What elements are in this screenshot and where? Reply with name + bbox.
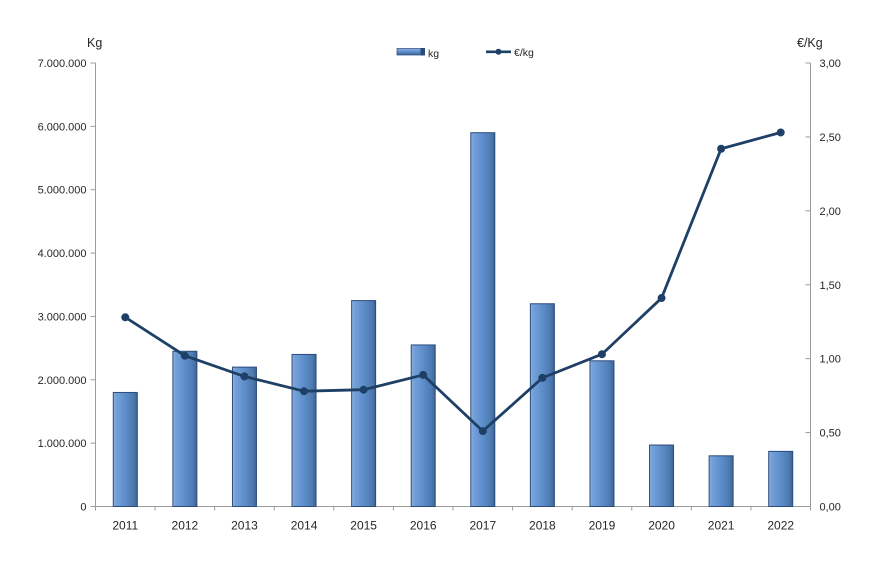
right-axis-tick-label: 1,50 bbox=[820, 280, 841, 292]
price-marker-2021 bbox=[717, 144, 726, 153]
bar-2021 bbox=[708, 455, 734, 508]
price-marker-2017 bbox=[478, 427, 487, 436]
bar-2020 bbox=[649, 444, 675, 508]
bar-2022 bbox=[768, 450, 794, 507]
x-axis-category-label: 2014 bbox=[291, 519, 318, 533]
legend-price-label: €/kg bbox=[514, 47, 534, 59]
bar-2019 bbox=[589, 360, 615, 507]
bar-2013 bbox=[231, 366, 257, 507]
bar-2014 bbox=[291, 353, 317, 508]
x-axis-category-label: 2022 bbox=[767, 519, 794, 533]
bar-2018 bbox=[529, 303, 555, 507]
price-marker-2022 bbox=[776, 128, 785, 137]
right-axis-tick-label: 3,00 bbox=[820, 58, 841, 70]
bar-2017 bbox=[470, 132, 496, 507]
price-marker-2018 bbox=[538, 373, 547, 382]
price-marker-2012 bbox=[180, 351, 189, 360]
left-axis-tick-label: 6.000.000 bbox=[38, 121, 87, 133]
x-axis-category-label: 2011 bbox=[112, 519, 138, 533]
price-marker-2020 bbox=[657, 294, 666, 303]
x-axis-category-label: 2015 bbox=[350, 519, 377, 533]
x-axis-category-label: 2012 bbox=[172, 519, 199, 533]
left-axis-tick-label: 4.000.000 bbox=[38, 248, 87, 260]
right-axis-tick-label: 1,00 bbox=[820, 354, 841, 366]
price-marker-2014 bbox=[300, 387, 309, 396]
x-axis-category-label: 2016 bbox=[410, 519, 437, 533]
legend-kg-bar-swatch-cap bbox=[420, 48, 425, 56]
left-axis-tick-label: 2.000.000 bbox=[38, 375, 87, 387]
x-axis-category-label: 2019 bbox=[589, 519, 616, 533]
price-marker-2011 bbox=[121, 313, 130, 322]
right-axis-tick-label: 0,50 bbox=[820, 428, 841, 440]
price-marker-2015 bbox=[359, 385, 368, 394]
x-axis-category-label: 2021 bbox=[708, 519, 735, 533]
x-axis-category-label: 2018 bbox=[529, 519, 556, 533]
bar-2011 bbox=[112, 391, 138, 508]
price-marker-2019 bbox=[597, 350, 606, 359]
price-line bbox=[123, 131, 783, 433]
right-axis-title: €/Kg bbox=[797, 36, 823, 50]
x-axis-category-label: 2017 bbox=[469, 519, 496, 533]
bar-2012 bbox=[172, 350, 198, 507]
price-marker-2013 bbox=[240, 372, 249, 381]
legend-kg-bar-swatch bbox=[396, 48, 424, 56]
right-axis-tick-label: 0,00 bbox=[820, 502, 841, 514]
left-axis-tick-label: 5.000.000 bbox=[38, 185, 87, 197]
bar-2015 bbox=[351, 300, 377, 508]
left-axis-tick-label: 7.000.000 bbox=[38, 58, 87, 70]
left-axis-tick-label: 3.000.000 bbox=[38, 311, 87, 323]
left-axis-title: Kg bbox=[87, 36, 102, 50]
left-axis-tick-label: 1.000.000 bbox=[38, 438, 87, 450]
x-axis-category-label: 2013 bbox=[231, 519, 258, 533]
bar-2016 bbox=[410, 344, 436, 508]
legend-price-marker-swatch bbox=[495, 48, 502, 55]
x-axis-category-label: 2020 bbox=[648, 519, 675, 533]
right-axis-tick-label: 2,50 bbox=[820, 132, 841, 144]
right-axis-tick-label: 2,00 bbox=[820, 206, 841, 218]
left-axis-tick-label: 0 bbox=[80, 502, 86, 514]
legend-kg-label: kg bbox=[428, 48, 439, 60]
price-marker-2016 bbox=[419, 370, 428, 379]
